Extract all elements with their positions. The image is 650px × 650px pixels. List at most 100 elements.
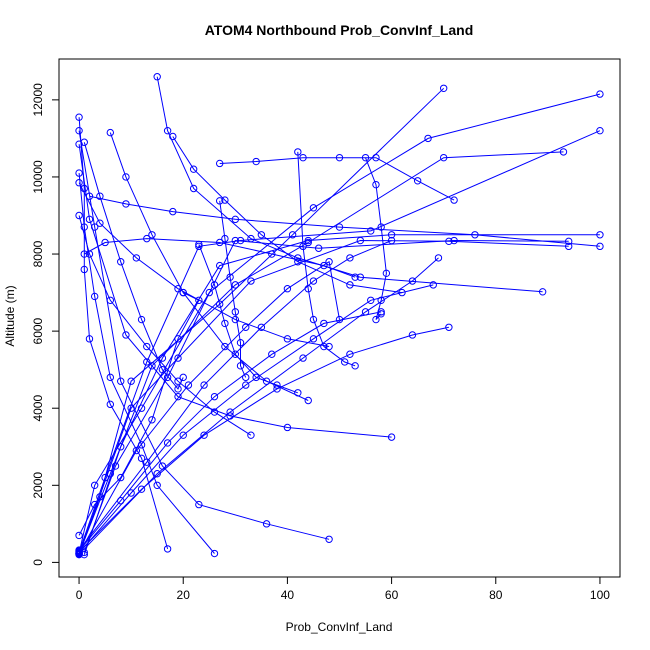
data-point [387,433,396,441]
data-point [122,200,130,208]
data-point [179,431,187,439]
data-point [96,219,104,227]
series-layer [75,73,604,559]
series-line [83,234,600,555]
x-tick-label: 20 [177,588,191,602]
data-point [80,265,88,274]
x-axis-label: Prob_ConvInf_Land [286,620,393,634]
series [75,254,443,558]
data-point [377,296,385,304]
data-point [471,231,479,239]
series-line [89,195,600,247]
data-point [117,473,125,482]
data-point [215,159,224,168]
series-line [78,284,434,554]
series [75,236,396,554]
data-point [163,545,172,553]
data-point [377,223,385,231]
series-line [156,76,543,293]
series [169,132,406,297]
data-point [158,365,167,374]
data-point [309,204,318,212]
data-point [247,277,255,285]
data-point [163,126,172,135]
data-point [294,389,302,397]
data-point [221,342,229,351]
data-point [346,281,354,289]
series-line [109,132,309,401]
data-point [75,169,83,177]
data-point [143,234,151,243]
data-point [439,84,448,92]
series [80,138,187,393]
data-point [242,381,250,389]
data-point [434,254,443,262]
data-point [174,392,182,401]
data-point [273,381,281,389]
series-line [78,144,392,438]
series [75,148,568,558]
data-point [299,153,307,162]
data-point [596,242,604,251]
data-point [174,335,182,343]
data-point [210,281,219,289]
data-point [179,373,187,382]
data-point [75,179,83,187]
data-point [117,258,125,266]
series [75,288,203,540]
series [215,153,458,204]
data-point [288,231,297,239]
data-point [361,308,370,316]
data-point [117,377,125,385]
data-point [341,358,349,366]
data-point [335,153,344,162]
data-point [101,238,109,247]
data-point [299,242,307,251]
series [75,236,573,558]
series [75,113,172,553]
data-point [450,236,458,245]
data-point [174,385,182,393]
data-point [96,192,104,200]
data-point [215,197,224,205]
data-point [143,358,151,366]
data-point [262,520,271,528]
data-point [153,481,161,490]
data-point [132,254,141,262]
data-point [325,258,333,266]
data-point [236,338,245,347]
data-point [236,362,245,370]
data-point [143,458,151,466]
data-point [137,485,146,493]
data-point [111,462,120,470]
data-point [314,244,323,252]
series [106,128,312,405]
x-tick-label: 100 [590,588,610,602]
data-point [106,128,115,137]
chart-title: ATOM4 Northbound Prob_ConvInf_Land [205,22,474,38]
data-point [174,354,182,362]
data-point [408,277,417,285]
series [153,73,547,296]
data-point [200,381,208,389]
series-line [78,130,330,540]
series-line [78,151,564,554]
data-point [75,211,83,220]
data-point [122,173,130,181]
series [85,192,604,251]
data-point [75,549,83,558]
data-point [85,215,94,224]
data-point [184,381,193,389]
data-point [247,431,255,439]
series-line [83,239,569,553]
data-point [377,308,385,316]
data-point [226,408,234,416]
x-tick-label: 60 [385,588,399,602]
y-tick-label: 4000 [31,395,45,422]
series [80,231,604,559]
series-line [172,136,403,294]
data-point [158,354,167,362]
data-point [372,180,380,189]
series-line [78,260,340,554]
data-point [424,134,432,143]
